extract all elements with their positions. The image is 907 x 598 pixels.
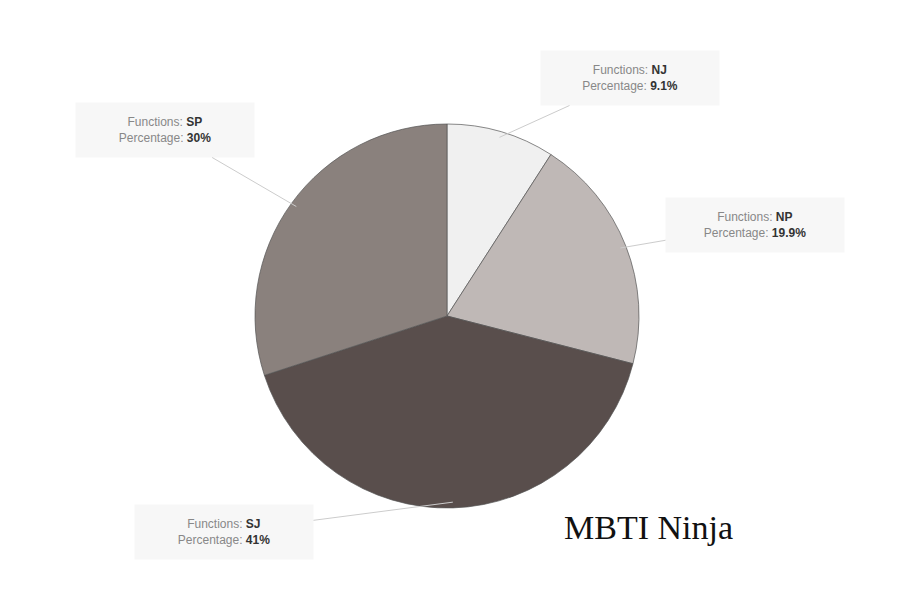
svg-text:Functions: SPPercentage: 30%: Functions: SPPercentage: 30% [119,115,211,145]
svg-text:Functions: NJPercentage: 9.1%: Functions: NJPercentage: 9.1% [582,63,678,93]
svg-text:Functions: SJPercentage: 41%: Functions: SJPercentage: 41% [178,517,270,547]
svg-text:Functions: NPPercentage: 19.9%: Functions: NPPercentage: 19.9% [704,210,806,240]
svg-text:MBTI Ninja: MBTI Ninja [564,509,733,546]
